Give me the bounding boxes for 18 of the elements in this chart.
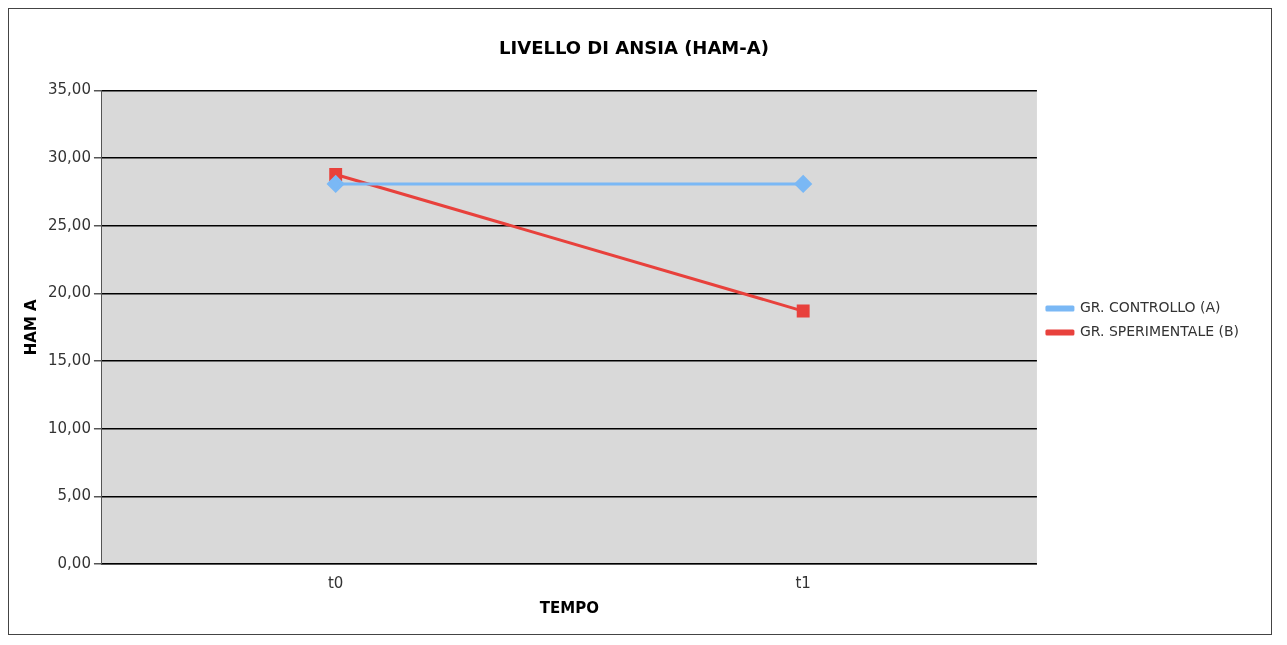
point <box>796 304 810 318</box>
x-tick-label: t1 <box>795 573 811 592</box>
y-tick-label: 20,00 <box>47 283 91 302</box>
y-tick-label: 5,00 <box>57 486 91 505</box>
point <box>327 175 345 193</box>
point <box>794 175 812 193</box>
legend-label: GR. SPERIMENTALE (B) <box>1079 323 1240 340</box>
x-tick-label: t0 <box>327 573 344 592</box>
y-tick-label: 0,00 <box>57 553 91 572</box>
y-tick-label: 30,00 <box>47 148 91 167</box>
y-tick-label: 15,00 <box>47 351 91 369</box>
chart-title: LIVELLO DI ANSIA (HAM-A) <box>499 37 769 59</box>
y-axis-title: HAM A <box>21 298 40 356</box>
y-tick-label: 25,00 <box>47 215 91 234</box>
y-tick-label: 35,00 <box>47 80 91 99</box>
legend-label: GR. CONTROLLO (A) <box>1079 299 1221 316</box>
y-tick-label: 10,00 <box>47 418 91 437</box>
x-axis-title: TEMPO <box>539 598 600 617</box>
